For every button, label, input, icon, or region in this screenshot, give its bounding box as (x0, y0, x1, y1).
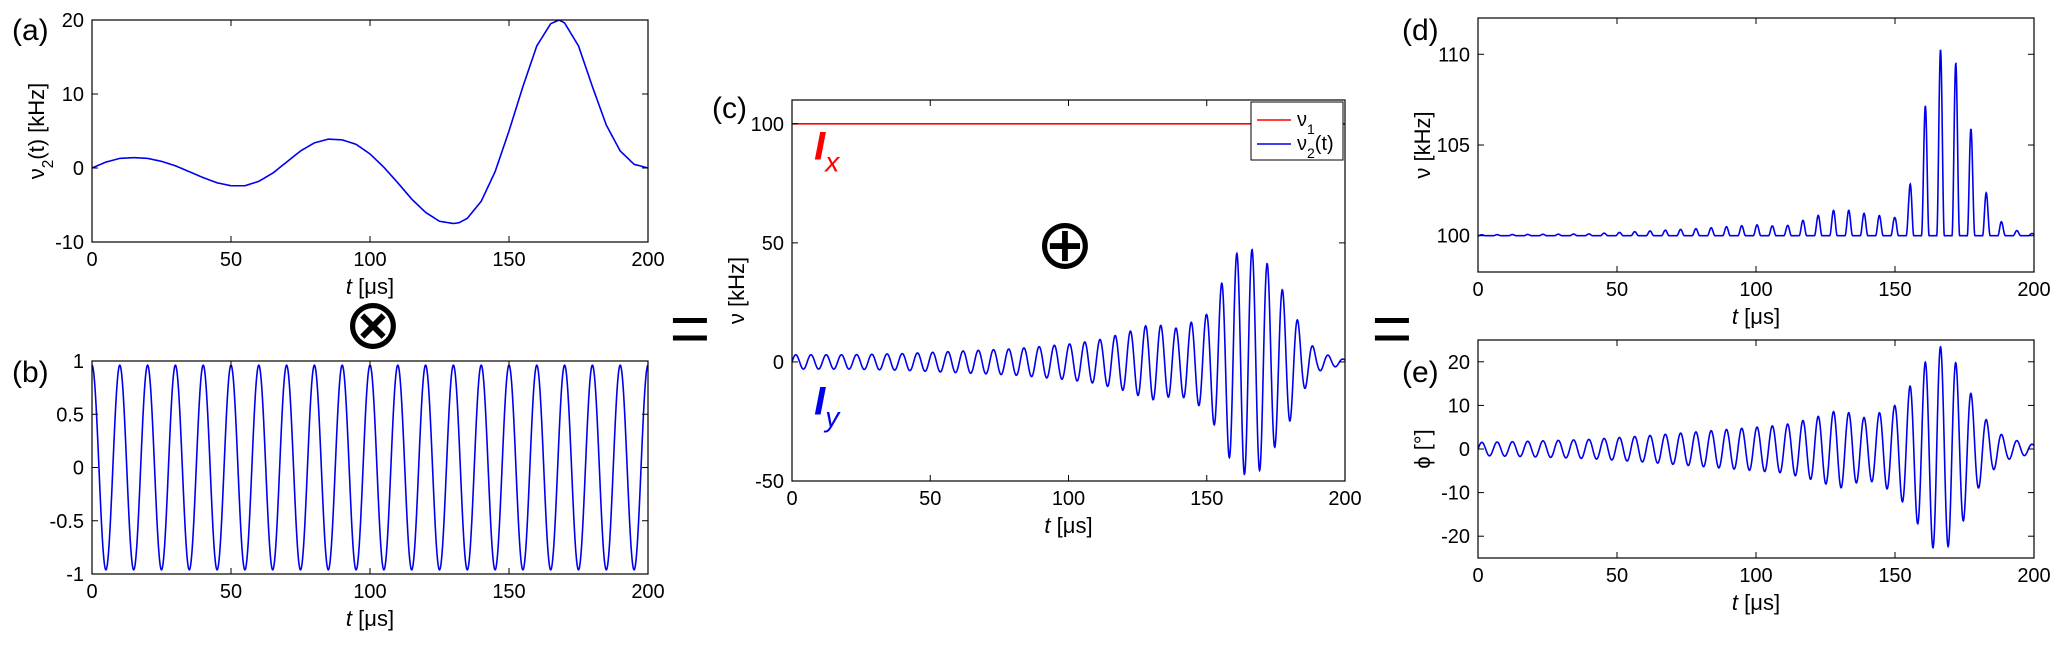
ytick-label: 0.5 (56, 404, 84, 426)
ytick-label: -10 (55, 232, 84, 254)
ytick-label: 0 (1459, 439, 1470, 461)
axes-box-b (91, 360, 649, 575)
xtick-label: 200 (2017, 279, 2050, 301)
yaxis-label: ν [kHz] (724, 257, 749, 324)
axes-box-d (1477, 17, 2035, 273)
xaxis-label: t [μs] (1732, 304, 1780, 329)
legend-entry-label: ν2(t) (1297, 133, 1334, 161)
xtick-label: 150 (1878, 279, 1911, 301)
xtick-label: 50 (1606, 565, 1628, 587)
plot-area-b (92, 364, 648, 571)
annotation-y: Iy (814, 379, 841, 432)
plot-area-d (1478, 49, 2034, 237)
series-line-b-0 (92, 364, 648, 571)
ytick-label: 0 (73, 158, 84, 180)
xtick-label: 200 (631, 581, 664, 603)
xtick-label: 150 (492, 581, 525, 603)
xaxis-label: t [μs] (346, 606, 394, 631)
ytick-label: 10 (62, 84, 84, 106)
xtick-label: 100 (1739, 279, 1772, 301)
ytick-label: 105 (1437, 135, 1470, 157)
ytick-label: -0.5 (50, 511, 84, 533)
xaxis-label: t [μs] (1044, 513, 1092, 538)
ytick-label: 1 (73, 351, 84, 373)
yaxis-label: ν2(t) [kHz] (24, 83, 57, 180)
xtick-label: 100 (1052, 488, 1085, 510)
ytick-label: 0 (773, 352, 784, 374)
xtick-label: 200 (631, 249, 664, 271)
xtick-label: 200 (2017, 565, 2050, 587)
axes-box-a (91, 19, 649, 243)
ytick-label: 100 (1437, 226, 1470, 248)
chart-panel-e: 0 50 100 150 200 -20 -10 0 10 20 t [μs] ϕ [°] (e) (1402, 339, 2051, 615)
chart-panel-d: 0 50 100 150 200 100 105 110 t [μs] ν [kHz] (d) (1402, 14, 2051, 329)
xaxis-label: t [μs] (1732, 590, 1780, 615)
legend-entry-label: ν1 (1297, 109, 1315, 137)
xtick-label: 100 (1739, 565, 1772, 587)
ytick-label: 10 (1448, 395, 1470, 417)
xtick-label: 150 (1190, 488, 1223, 510)
annotation-x: Ix (814, 125, 840, 178)
xtick-label: 100 (353, 581, 386, 603)
xtick-label: 200 (1328, 488, 1361, 510)
xtick-label: 50 (919, 488, 941, 510)
panel-label: (a) (12, 14, 49, 47)
xtick-label: 100 (353, 249, 386, 271)
xtick-label: 0 (786, 488, 797, 510)
xtick-label: 150 (492, 249, 525, 271)
panel-label: (c) (712, 92, 747, 125)
plot-area-e (1478, 345, 2034, 549)
xtick-label: 50 (220, 581, 242, 603)
xtick-label: 50 (1606, 279, 1628, 301)
series-line-c-1 (792, 248, 1345, 476)
panel-label: (d) (1402, 14, 1439, 47)
series-line-e-0 (1478, 345, 2034, 549)
ytick-label: 110 (1438, 44, 1470, 66)
ytick-label: -1 (66, 564, 84, 586)
panel-label: (b) (12, 356, 49, 389)
ytick-label: -50 (755, 471, 784, 493)
equals-operator-left: = (670, 289, 711, 367)
otimes-operator: ⊗ (344, 285, 403, 363)
ytick-label: -10 (1441, 483, 1470, 505)
equals-operator-right: = (1372, 289, 1413, 367)
xtick-label: 0 (1472, 279, 1483, 301)
oplus-operator: ⊕ (1036, 205, 1095, 283)
ytick-label: 50 (762, 233, 784, 255)
xtick-label: 150 (1878, 565, 1911, 587)
xtick-label: 50 (220, 249, 242, 271)
ytick-label: 0 (73, 458, 84, 480)
yaxis-label: ν [kHz] (1410, 111, 1435, 178)
xtick-label: 0 (86, 581, 97, 603)
panel-label: (e) (1402, 356, 1439, 389)
ytick-label: 20 (1448, 352, 1470, 374)
plot-area-a (92, 20, 648, 225)
series-line-a-0 (92, 20, 648, 225)
ytick-label: -20 (1441, 526, 1470, 548)
ytick-label: 100 (751, 114, 784, 136)
plot-area-c (792, 123, 1345, 476)
series-line-d-0 (1478, 49, 2034, 237)
legend-box (1250, 101, 1344, 161)
yaxis-label: ϕ [°] (1410, 429, 1435, 468)
xtick-label: 0 (86, 249, 97, 271)
xaxis-label: t [μs] (346, 274, 394, 299)
chart-panel-b: 0 50 100 150 200 -1 -0.5 0 0.5 1 t [μs] (b) (12, 351, 665, 631)
ytick-label: 20 (62, 10, 84, 32)
xtick-label: 0 (1472, 565, 1483, 587)
